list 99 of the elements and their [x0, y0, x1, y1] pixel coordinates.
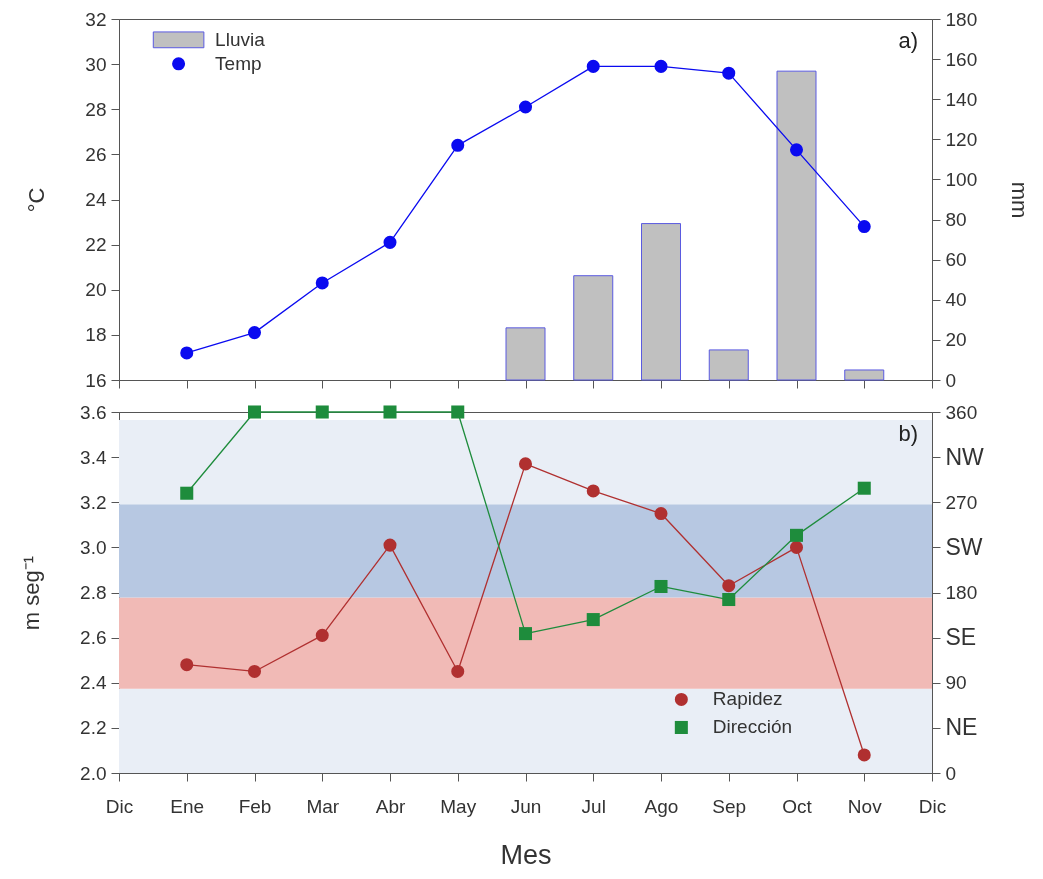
x-tick-label: Abr — [375, 795, 406, 817]
y2-tick-label: SW — [945, 533, 983, 560]
y-tick-label: 3.0 — [80, 536, 107, 558]
y2-tick-label: NW — [945, 443, 985, 470]
point — [654, 507, 668, 521]
bar — [776, 70, 817, 381]
y2-tick-label: NE — [945, 714, 978, 741]
point — [451, 138, 465, 152]
y-tick-label: 24 — [85, 189, 107, 210]
annotation: a) — [898, 28, 918, 53]
point — [180, 486, 194, 500]
x-tick-label: May — [440, 795, 477, 817]
y-tick-label: 3.6 — [80, 401, 107, 423]
y-tick-label: 18 — [85, 324, 107, 346]
y2-tick-label: 180 — [945, 8, 978, 30]
y2-tick-label: SE — [945, 624, 977, 651]
legend-label: Temp — [215, 52, 262, 74]
x-tick-label: Ago — [644, 795, 679, 817]
bar — [708, 349, 749, 381]
point — [518, 627, 533, 641]
point — [654, 579, 668, 593]
y-tick-label: 22 — [85, 234, 107, 256]
point — [451, 664, 465, 678]
y-tick-label: 26 — [85, 143, 107, 165]
y2-tick-label: 40 — [945, 289, 967, 311]
y-tick-label: 3.4 — [80, 446, 107, 468]
point — [383, 538, 397, 552]
y-tick-label: 2.4 — [80, 672, 107, 694]
x-tick-label: Mar — [306, 795, 340, 817]
point — [789, 528, 804, 542]
x-tick-label: Oct — [782, 795, 813, 817]
point — [315, 405, 329, 419]
y2-axis-title: mm — [1007, 181, 1033, 219]
legend-label: Rapidez — [712, 688, 783, 710]
y2-tick-label: 0 — [945, 762, 957, 784]
y-tick-label: 3.2 — [80, 491, 107, 513]
bar — [641, 223, 681, 381]
point — [180, 658, 194, 672]
y2-tick-label: 180 — [945, 582, 978, 603]
point — [586, 613, 600, 627]
point — [857, 220, 871, 234]
y2-tick-label: 360 — [945, 401, 978, 423]
y-tick-label: 2.0 — [80, 762, 107, 784]
point — [857, 481, 871, 495]
point — [247, 326, 262, 340]
y-tick-label: 16 — [85, 369, 107, 391]
point — [586, 484, 600, 498]
point — [518, 457, 533, 471]
legend-label: Lluvia — [215, 28, 266, 50]
point — [857, 748, 871, 762]
point — [247, 405, 262, 419]
x-tick-label: Jul — [581, 795, 606, 817]
point — [789, 143, 804, 157]
point — [722, 579, 736, 593]
x-tick-label: Dic — [105, 795, 134, 817]
point — [383, 235, 397, 249]
y2-tick-label: 20 — [945, 329, 967, 351]
point — [315, 628, 329, 642]
point — [722, 593, 736, 607]
y2-tick-label: 100 — [945, 168, 978, 190]
y2-tick-label: 140 — [945, 88, 978, 110]
point — [789, 540, 804, 554]
y-tick-label: 28 — [85, 98, 107, 120]
x-tick-label: Jun — [510, 795, 542, 817]
y2-tick-label: 80 — [945, 209, 967, 231]
y-tick-label: 20 — [85, 279, 107, 301]
bar — [844, 369, 885, 381]
y2-tick-label: 90 — [945, 672, 967, 694]
point — [383, 405, 397, 419]
legend-label: Dirección — [712, 716, 793, 738]
y-tick-label: 2.8 — [80, 582, 107, 603]
y-tick-label: 32 — [85, 8, 107, 30]
x-tick-label: Nov — [847, 795, 883, 817]
bar — [505, 327, 546, 381]
point — [247, 664, 262, 678]
y2-tick-label: 270 — [945, 491, 978, 513]
point — [586, 59, 600, 73]
x-axis-title: Mes — [500, 839, 552, 870]
point — [315, 276, 329, 290]
point — [518, 100, 533, 114]
y-tick-label: 2.2 — [80, 717, 107, 739]
x-tick-label: Feb — [238, 795, 272, 817]
bar — [573, 275, 614, 381]
y2-tick-label: 60 — [945, 249, 967, 271]
x-tick-label: Dic — [918, 795, 947, 817]
x-tick-label: Sep — [712, 795, 747, 817]
y2-tick-label: 0 — [945, 369, 957, 391]
y2-tick-label: 160 — [945, 48, 978, 70]
y-tick-label: 2.6 — [80, 627, 107, 649]
x-tick-label: Ene — [170, 795, 205, 817]
point — [722, 66, 736, 80]
point — [451, 405, 465, 419]
point — [654, 59, 668, 73]
y-axis-title: °C — [24, 187, 50, 213]
y-tick-label: 30 — [85, 53, 107, 75]
point — [180, 346, 194, 360]
y-axis-title: m seg⁻¹ — [19, 555, 45, 631]
annotation: b) — [898, 421, 918, 446]
y2-tick-label: 120 — [945, 128, 978, 150]
